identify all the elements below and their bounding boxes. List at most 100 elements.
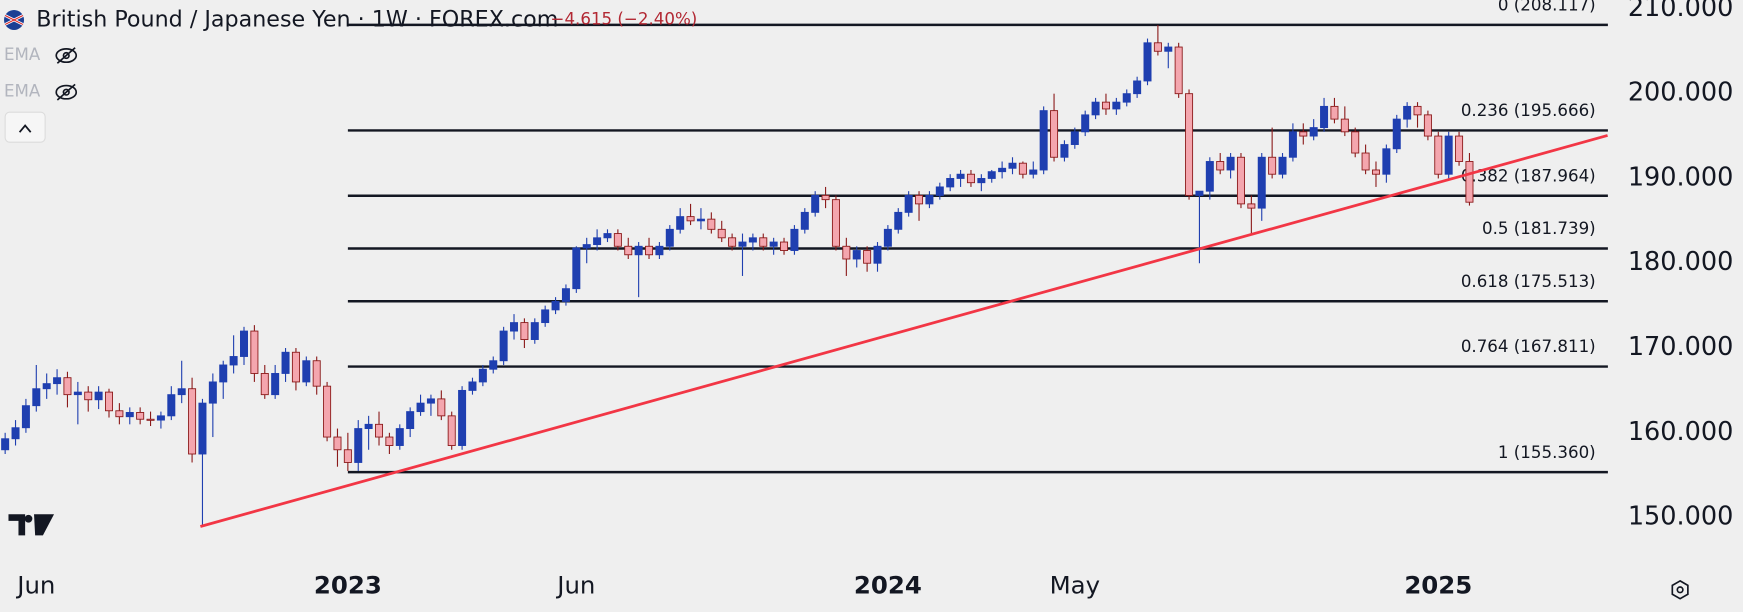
candle-body (1434, 135, 1443, 175)
candle-body (1029, 169, 1038, 175)
x-tick-label: May (1050, 570, 1101, 599)
candle-body (915, 194, 924, 205)
candle-body (665, 228, 674, 247)
candle-body (728, 237, 737, 247)
candle-body (645, 245, 654, 256)
price-change: −4.615 (−2.40%) (551, 9, 698, 28)
candle-body (478, 368, 487, 383)
candle-body (1050, 110, 1059, 158)
candle-body (281, 351, 290, 374)
candle-body (831, 199, 840, 247)
eye-icon[interactable] (55, 47, 78, 64)
x-tick-label: 2024 (854, 570, 922, 599)
candle-body (1216, 161, 1225, 171)
y-tick-label: 180.000 (1628, 247, 1734, 277)
candle-body (499, 330, 508, 362)
candle-body (1060, 144, 1069, 158)
eye-icon[interactable] (55, 83, 78, 101)
candle-body (707, 218, 716, 230)
candle-body (32, 388, 41, 407)
candle-body (1018, 162, 1027, 175)
y-tick-label: 210.000 (1628, 0, 1734, 23)
candle-body (167, 394, 176, 417)
x-tick-label: Jun (555, 570, 595, 599)
fib-label: 0.618 (175.513) (1461, 272, 1596, 291)
candle-body (863, 250, 872, 264)
candle-body (1361, 152, 1370, 171)
candle-body (873, 245, 882, 264)
symbol-title[interactable]: British Pound / Japanese Yen · 1W · FORE… (36, 6, 558, 32)
candle-body (717, 228, 726, 239)
candle-body (437, 398, 446, 417)
candle-body (1382, 148, 1391, 175)
fib-label: 1 (155.360) (1498, 443, 1596, 462)
candle-body (1226, 156, 1235, 171)
candle-body (323, 385, 332, 438)
candle-body (21, 405, 30, 429)
candle-body (1351, 131, 1360, 154)
candle-body (1205, 161, 1214, 192)
candle-body (1, 438, 10, 451)
x-tick-label: Jun (15, 570, 55, 599)
candle-body (561, 288, 570, 302)
candle-body (1236, 156, 1245, 205)
fib-label: 0 (208.117) (1498, 0, 1596, 14)
candle-body (925, 194, 934, 205)
candle-body (395, 428, 404, 446)
candle-body (1299, 131, 1308, 137)
candle-body (1371, 169, 1380, 175)
candle-body (1403, 105, 1412, 120)
settings-icon[interactable] (1671, 579, 1689, 600)
candle-body (94, 391, 103, 401)
collapse-arrow (18, 124, 32, 133)
candle-body (1101, 101, 1110, 110)
candle-body (250, 330, 259, 374)
candle-body (1185, 93, 1194, 196)
candle-body (686, 216, 695, 222)
candle-body (551, 300, 560, 311)
candle-body (935, 186, 944, 196)
y-tick-label: 160.000 (1628, 417, 1734, 447)
candle-body (1392, 118, 1401, 150)
candle-body (676, 216, 685, 230)
candle-body (800, 211, 809, 230)
collapse-button[interactable] (4, 111, 46, 143)
candle-body (530, 322, 539, 340)
candle-body (291, 351, 300, 383)
candle-body (375, 423, 384, 438)
candle-body (1091, 101, 1100, 116)
candle-body (624, 245, 633, 256)
candle-body (1039, 110, 1048, 171)
candle-body (1330, 105, 1339, 120)
candle-body (385, 436, 394, 446)
candle-body (634, 245, 643, 256)
candle-body (177, 388, 186, 396)
candle-body (63, 377, 72, 396)
candle-body (11, 427, 20, 440)
candle-body (748, 237, 757, 243)
candle-body (1309, 127, 1318, 137)
indicator-label[interactable]: EMA (4, 45, 41, 64)
candle-body (842, 245, 851, 260)
y-tick-label: 150.000 (1628, 502, 1734, 532)
candle-body (593, 237, 602, 246)
candle-body (1268, 156, 1277, 175)
candle-body (655, 245, 664, 256)
y-tick-label: 190.000 (1628, 162, 1734, 192)
indicator-label[interactable]: EMA (4, 82, 41, 101)
header: British Pound / Japanese Yen · 1W · FORE… (4, 6, 1689, 600)
candle-body (1133, 80, 1142, 95)
fib-label: 0.236 (195.666) (1461, 101, 1596, 120)
candle-body (219, 364, 228, 383)
candle-body (1174, 46, 1183, 95)
candle-body (312, 360, 321, 387)
candle-body (42, 383, 51, 390)
candle-body (333, 436, 342, 451)
candle-body (1340, 118, 1349, 133)
candle-body (883, 228, 892, 247)
candle-body (229, 356, 238, 366)
candle-body (73, 391, 82, 396)
candle-body (1465, 161, 1474, 203)
candle-body (769, 241, 778, 247)
candle-body (1122, 93, 1131, 103)
